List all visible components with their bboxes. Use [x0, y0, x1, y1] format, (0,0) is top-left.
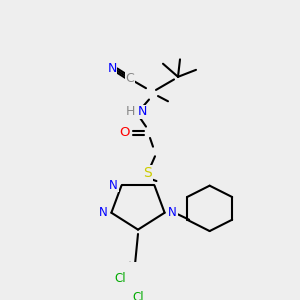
Text: H: H	[125, 105, 135, 118]
Text: N: N	[168, 206, 177, 219]
Text: Cl: Cl	[114, 272, 126, 285]
Text: N: N	[99, 206, 108, 219]
Text: Cl: Cl	[132, 291, 143, 300]
Text: S: S	[144, 166, 152, 180]
Text: N: N	[109, 179, 118, 192]
Text: C: C	[126, 72, 134, 85]
Text: N: N	[137, 105, 147, 118]
Text: N: N	[107, 61, 117, 75]
Text: O: O	[119, 126, 129, 139]
